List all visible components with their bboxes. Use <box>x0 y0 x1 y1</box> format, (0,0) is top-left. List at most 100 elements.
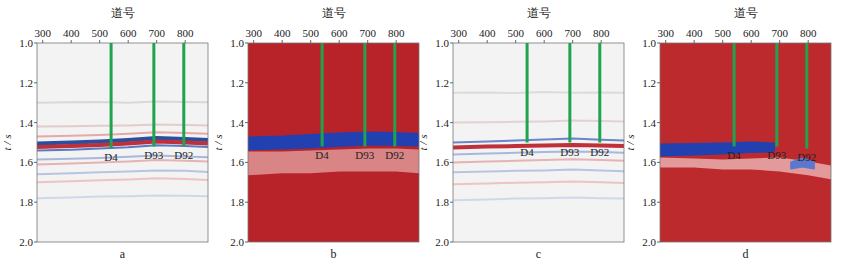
x-tick <box>99 40 100 43</box>
plot-area <box>453 43 624 242</box>
panel-label: d <box>743 247 749 261</box>
x-tick-label: 700 <box>564 27 581 39</box>
y-tick <box>657 162 660 163</box>
panel-label: c <box>536 247 541 261</box>
well <box>321 43 324 146</box>
y-tick-label: 1.4 <box>230 117 244 129</box>
background <box>453 43 624 242</box>
plot-area <box>37 43 208 242</box>
well <box>805 43 808 148</box>
y-tick <box>657 122 660 123</box>
y-tick-label: 1.6 <box>642 156 656 168</box>
well-label: D93 <box>767 149 786 161</box>
y-tick-label: 2.0 <box>230 236 244 248</box>
y-tick <box>657 202 660 203</box>
x-tick-label: 800 <box>800 27 817 39</box>
y-tick-label: 2.0 <box>642 236 656 248</box>
x-tick-label: 600 <box>743 27 760 39</box>
x-tick-label: 400 <box>479 27 496 39</box>
y-tick <box>245 162 248 163</box>
y-tick-label: 1.2 <box>19 77 33 89</box>
y-axis-label: t / s <box>1 135 13 151</box>
x-tick-label: 500 <box>91 27 108 39</box>
x-tick <box>544 40 545 43</box>
x-axis-label: 道号 <box>734 6 758 20</box>
y-axis-label: t / s <box>417 135 429 151</box>
x-tick-label: 400 <box>686 27 703 39</box>
well <box>110 43 113 148</box>
x-tick <box>572 40 573 43</box>
plot-area <box>248 43 419 242</box>
x-tick <box>808 40 809 43</box>
y-tick-label: 1.4 <box>642 117 656 129</box>
y-tick <box>450 242 453 243</box>
x-tick <box>339 40 340 43</box>
plot-area <box>660 43 831 242</box>
x-tick-label: 800 <box>388 27 405 39</box>
reflector <box>453 159 624 162</box>
x-tick <box>156 40 157 43</box>
well <box>733 43 736 146</box>
well <box>363 43 366 146</box>
x-tick-label: 600 <box>120 27 137 39</box>
x-tick <box>282 40 283 43</box>
x-tick-label: 800 <box>593 27 610 39</box>
x-tick-label: 800 <box>177 27 194 39</box>
x-tick-label: 600 <box>331 27 348 39</box>
y-tick <box>34 202 37 203</box>
background <box>37 43 208 242</box>
y-axis-label: t / s <box>624 135 636 151</box>
well <box>182 43 185 146</box>
y-tick-label: 1.6 <box>435 156 449 168</box>
x-tick-label: 300 <box>245 27 262 39</box>
figure: D4D93D92300400500600700800道号1.01.21.41.6… <box>0 0 853 265</box>
y-tick-label: 1.8 <box>435 196 449 208</box>
reflector <box>37 170 208 174</box>
y-tick <box>450 122 453 123</box>
frame <box>660 43 831 242</box>
y-tick <box>657 82 660 83</box>
y-tick <box>34 162 37 163</box>
y-axis-label: t / s <box>212 135 224 151</box>
x-tick-label: 300 <box>657 27 674 39</box>
y-tick-label: 1.0 <box>230 37 244 49</box>
y-tick-label: 1.2 <box>230 77 244 89</box>
x-tick-label: 300 <box>34 27 51 39</box>
y-tick-label: 1.0 <box>642 37 656 49</box>
y-tick-label: 1.8 <box>230 196 244 208</box>
well-label: D93 <box>144 149 163 161</box>
x-tick <box>185 40 186 43</box>
well <box>393 43 396 146</box>
y-tick <box>450 43 453 44</box>
frame <box>248 43 419 242</box>
y-tick <box>34 82 37 83</box>
x-tick-label: 700 <box>148 27 165 39</box>
panel: D4D93D92300400500600700800道号1.01.21.41.6… <box>417 6 624 261</box>
x-tick <box>601 40 602 43</box>
well-label: D4 <box>315 149 329 161</box>
y-tick-label: 1.4 <box>435 117 449 129</box>
y-tick-label: 1.8 <box>19 196 33 208</box>
panel: D4D93D92300400500600700800道号1.01.21.41.6… <box>1 6 208 261</box>
y-tick <box>245 43 248 44</box>
y-tick <box>245 122 248 123</box>
x-tick-label: 500 <box>714 27 731 39</box>
impedance-band <box>248 150 419 175</box>
reflector <box>453 182 624 185</box>
y-tick <box>450 202 453 203</box>
panel-label: a <box>120 247 126 261</box>
x-tick-label: 400 <box>274 27 291 39</box>
y-tick <box>34 122 37 123</box>
impedance-band <box>660 143 774 156</box>
frame <box>453 43 624 242</box>
well-label: D93 <box>355 149 374 161</box>
y-tick-label: 1.8 <box>642 196 656 208</box>
y-tick <box>245 82 248 83</box>
y-tick-label: 1.4 <box>19 117 33 129</box>
x-tick <box>42 40 43 43</box>
y-tick <box>34 43 37 44</box>
y-tick-label: 1.0 <box>435 37 449 49</box>
y-tick <box>657 43 660 44</box>
y-tick-label: 2.0 <box>435 236 449 248</box>
x-tick-label: 500 <box>302 27 319 39</box>
